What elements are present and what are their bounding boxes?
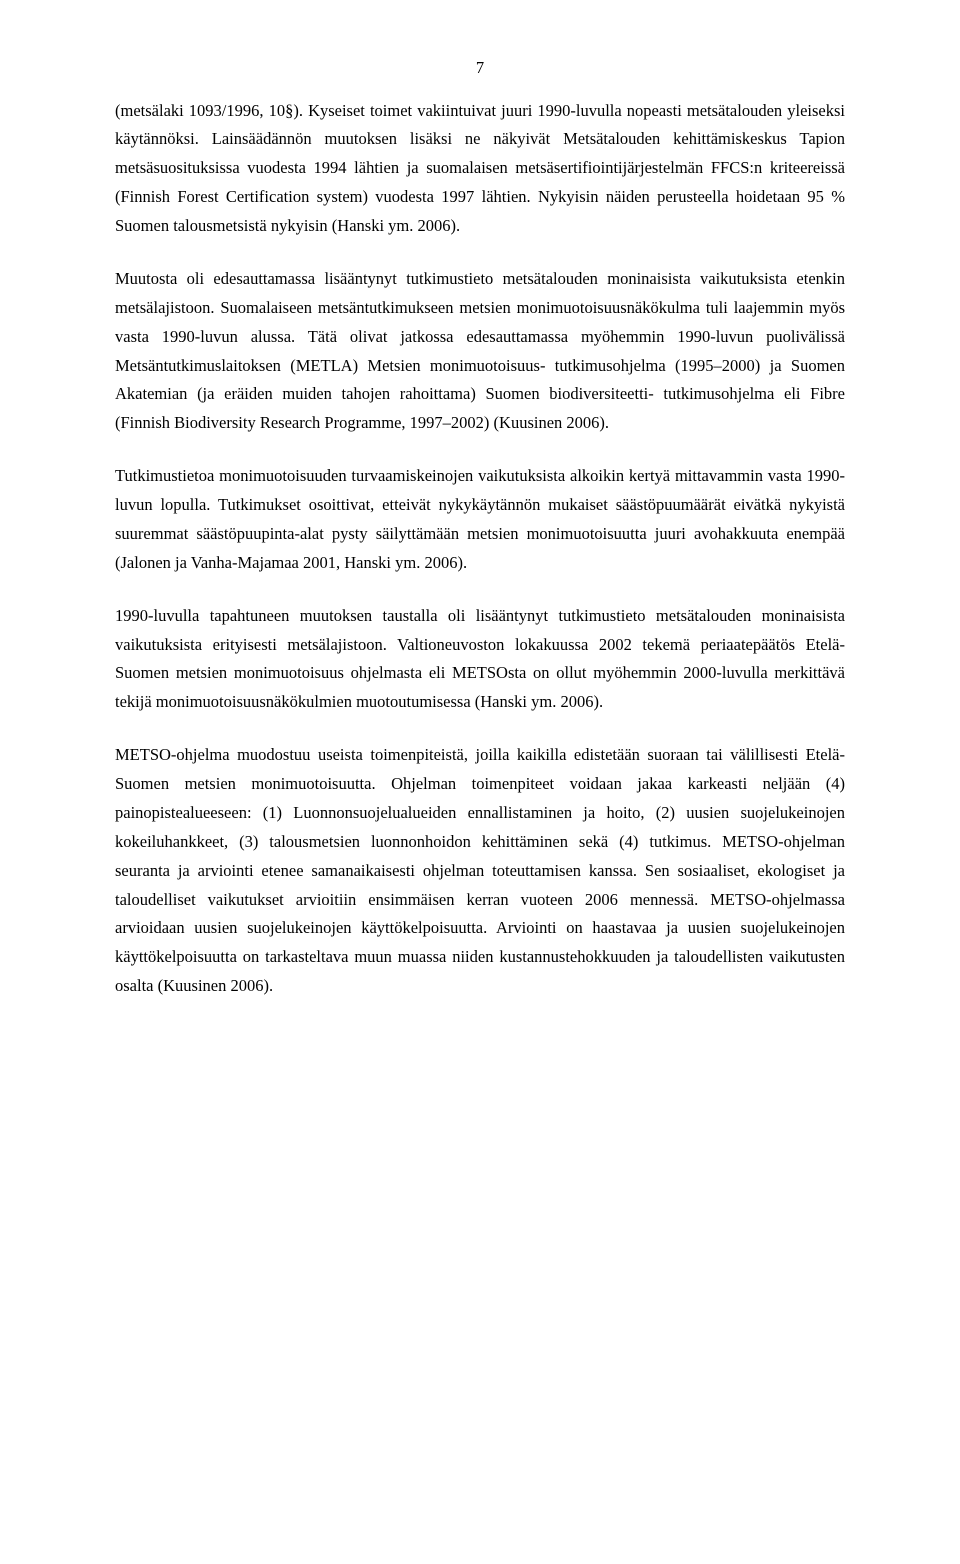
paragraph: (metsälaki 1093/1996, 10§). Kyseiset toi… [115,97,845,241]
paragraph: METSO-ohjelma muodostuu useista toimenpi… [115,741,845,1001]
page-number: 7 [115,60,845,77]
paragraph: Muutosta oli edesauttamassa lisääntynyt … [115,265,845,438]
paragraph: Tutkimustietoa monimuotoisuuden turvaami… [115,462,845,578]
document-page: 7 (metsälaki 1093/1996, 10§). Kyseiset t… [0,0,960,1564]
paragraph: 1990-luvulla tapahtuneen muutoksen taust… [115,602,845,718]
